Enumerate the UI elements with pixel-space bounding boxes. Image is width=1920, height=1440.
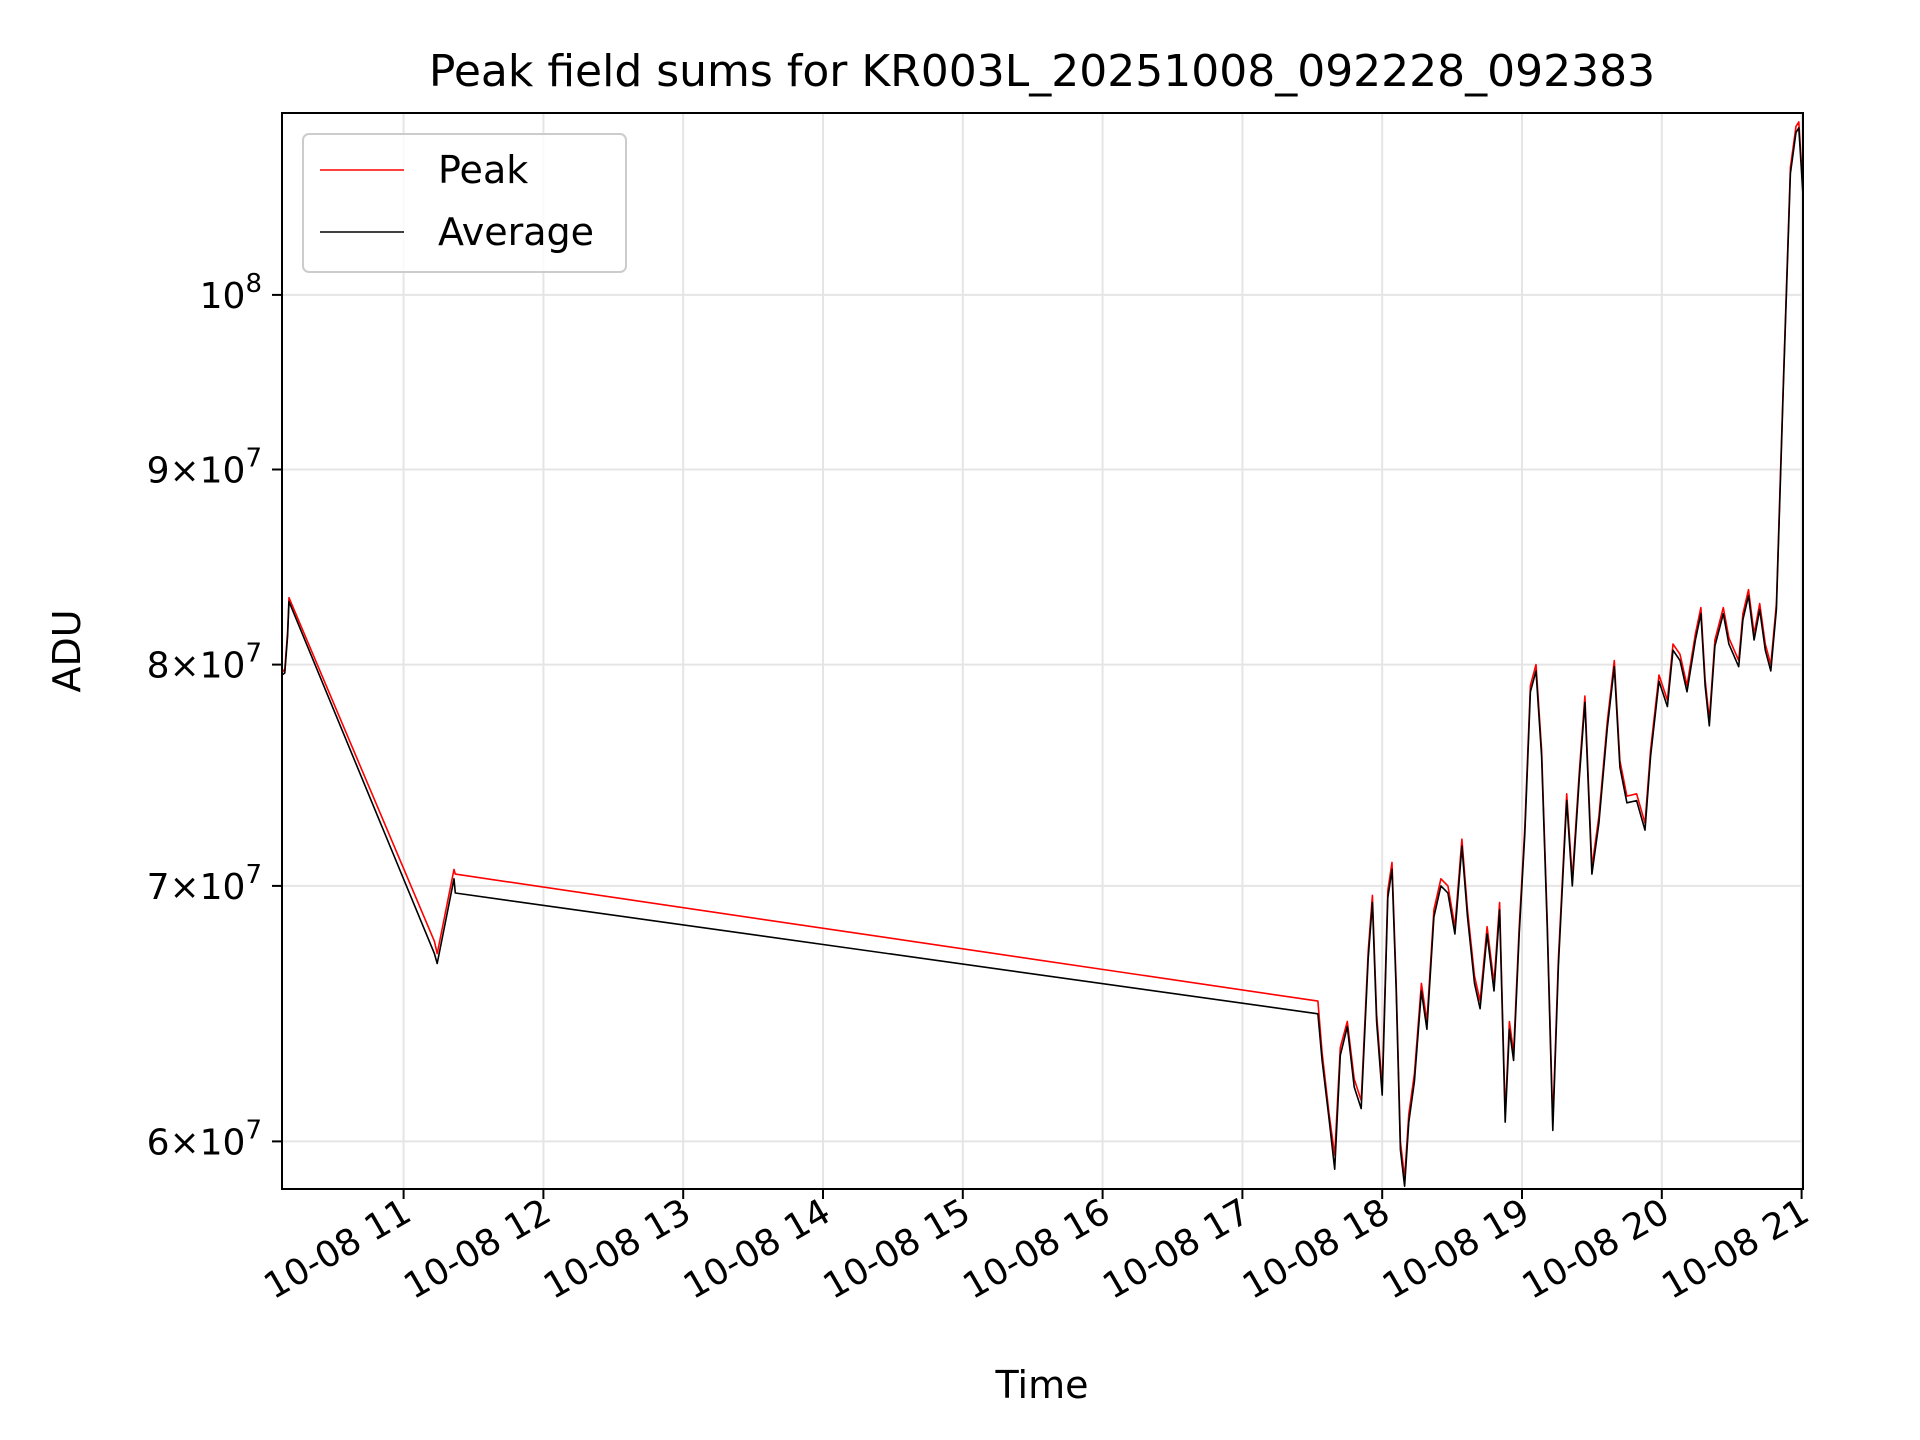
y-tick-exponent: 7 (245, 444, 262, 474)
y-tick-mantissa: 6× (147, 1122, 200, 1163)
y-tick-base: 10 (200, 646, 246, 687)
y-tick-exponent: 7 (245, 639, 262, 669)
y-tick-label: 9×107 (147, 444, 262, 492)
y-tick-mantissa: 8× (147, 646, 200, 687)
grid (282, 113, 1803, 1189)
y-tick-exponent: 8 (245, 269, 262, 299)
legend-box (302, 133, 627, 273)
y-tick-base: 10 (200, 867, 246, 908)
y-tick-label: 108 (200, 269, 262, 317)
legend-average-label: Average (438, 210, 594, 254)
series-line-average (281, 127, 1804, 1187)
legend-peak-label: Peak (438, 148, 528, 192)
y-tick-label: 7×107 (147, 860, 262, 908)
y-axis-label: ADU (45, 609, 89, 692)
chart-title: Peak field sums for KR003L_20251008_0922… (429, 46, 1655, 97)
y-tick-exponent: 7 (245, 1115, 262, 1145)
y-tick-base: 10 (200, 451, 246, 492)
x-axis-label: Time (995, 1363, 1089, 1407)
y-tick-mantissa: 9× (147, 451, 200, 492)
series-lines (281, 121, 1804, 1187)
y-tick-mantissa: 7× (147, 867, 200, 908)
y-tick-label: 8×107 (147, 639, 262, 687)
y-tick-label: 6×107 (147, 1115, 262, 1163)
legend: Peak Average (302, 133, 627, 273)
y-tick-base: 10 (200, 276, 246, 317)
plot-frame (281, 112, 1804, 1190)
y-tick-exponent: 7 (245, 860, 262, 890)
y-tick-base: 10 (200, 1122, 246, 1163)
